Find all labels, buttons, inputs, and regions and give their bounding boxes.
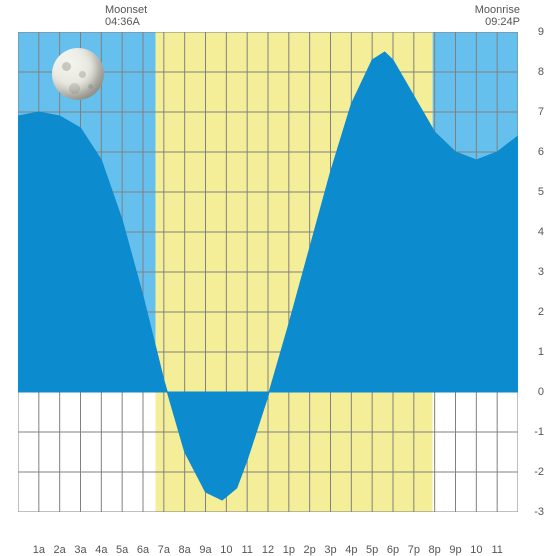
moon-icon [52, 48, 104, 100]
moonset-title: Moonset [105, 4, 147, 16]
y-tick-label: 8 [538, 66, 544, 78]
x-tick-label: 1p [283, 544, 295, 556]
x-tick-label: 10 [220, 544, 232, 556]
y-tick-label: 2 [538, 306, 544, 318]
x-tick-label: 1a [33, 544, 45, 556]
x-tick-label: 9p [449, 544, 461, 556]
x-tick-label: 12 [262, 544, 274, 556]
x-tick-label: 11 [491, 544, 502, 556]
x-tick-label: 3a [74, 544, 86, 556]
x-tick-label: 11 [241, 544, 252, 556]
y-tick-label: 9 [538, 26, 544, 38]
moonrise-time: 09:24P [475, 16, 520, 28]
x-tick-label: 7a [158, 544, 170, 556]
y-tick-label: 1 [538, 346, 544, 358]
x-tick-label: 2p [304, 544, 316, 556]
x-tick-label: 4a [95, 544, 107, 556]
x-tick-label: 6p [387, 544, 399, 556]
x-tick-label: 4p [345, 544, 357, 556]
moonrise-label: Moonrise 09:24P [475, 4, 520, 28]
moonset-time: 04:36A [105, 16, 147, 28]
x-tick-label: 10 [470, 544, 482, 556]
plot-area [18, 32, 518, 512]
moonset-label: Moonset 04:36A [105, 4, 147, 28]
x-tick-label: 7p [408, 544, 420, 556]
moonrise-title: Moonrise [475, 4, 520, 16]
tide-svg [18, 32, 518, 512]
x-tick-label: 8a [179, 544, 191, 556]
x-tick-label: 8p [429, 544, 441, 556]
y-tick-label: -3 [534, 506, 544, 518]
y-tick-label: 0 [538, 386, 544, 398]
y-tick-label: -1 [534, 426, 544, 438]
tide-chart-container: Moonset 04:36A Moonrise 09:24P -3 -2 -1 0 1 2… [0, 0, 550, 550]
y-tick-label: 6 [538, 146, 544, 158]
y-tick-label: 5 [538, 186, 544, 198]
x-tick-label: 5a [116, 544, 128, 556]
x-tick-label: 9a [199, 544, 211, 556]
x-tick-label: 5p [366, 544, 378, 556]
x-tick-label: 6a [137, 544, 149, 556]
x-tick-label: 2a [54, 544, 66, 556]
y-tick-label: 7 [538, 106, 544, 118]
x-tick-label: 3p [324, 544, 336, 556]
y-tick-label: 3 [538, 266, 544, 278]
y-tick-label: -2 [534, 466, 544, 478]
y-tick-label: 4 [538, 226, 544, 238]
